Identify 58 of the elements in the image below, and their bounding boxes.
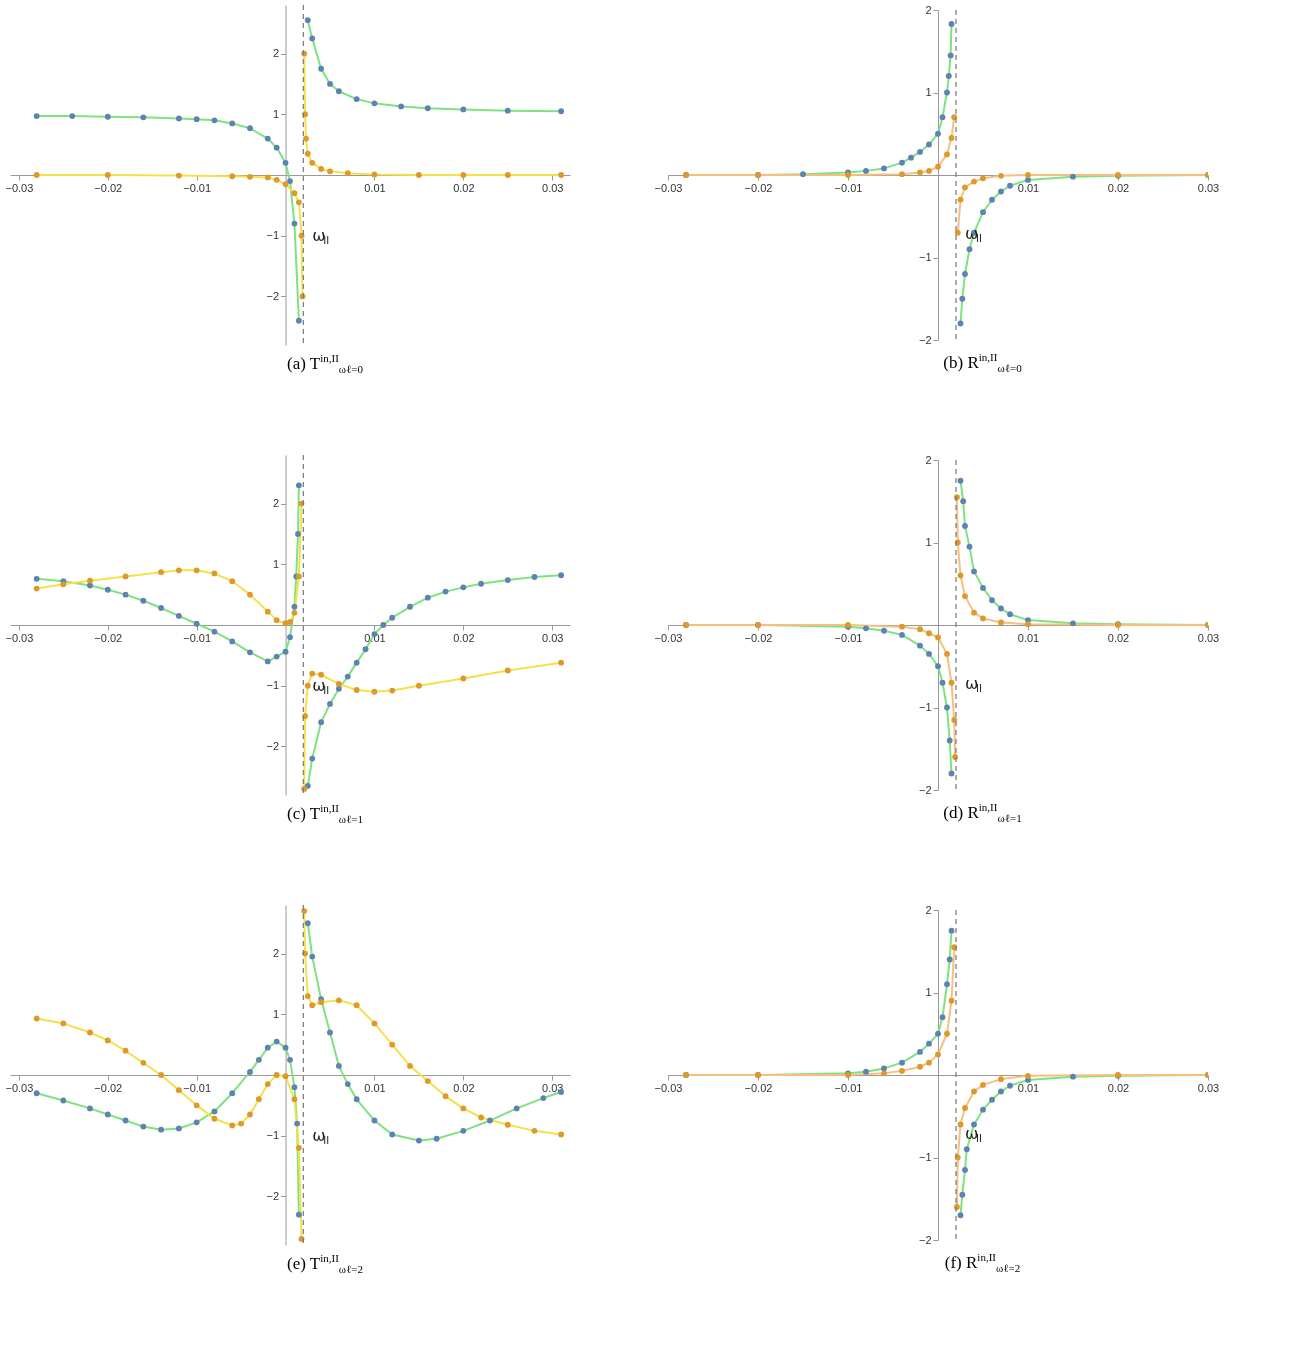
x-tick-label: −0.03 xyxy=(654,1081,683,1094)
x-tick-label: 0.03 xyxy=(1197,1081,1220,1094)
x-tick-label: 0.02 xyxy=(1107,1081,1130,1094)
x-tick-label: −0.03 xyxy=(654,631,683,644)
y-tick-label: −2 xyxy=(918,333,932,346)
y-tick-label: 1 xyxy=(925,986,932,998)
x-tick-label: 0.01 xyxy=(1017,181,1040,194)
y-tick-label: 2 xyxy=(925,453,932,466)
y-tick-label: 2 xyxy=(925,903,932,916)
x-tick-label: 0.02 xyxy=(453,631,475,644)
x-tick-label: −0.03 xyxy=(654,181,683,194)
x-tick-label: 0.02 xyxy=(1107,181,1130,194)
x-tick-label: −0.01 xyxy=(183,1081,212,1094)
x-tick-label: 0.02 xyxy=(453,1081,475,1094)
y-tick-label: −1 xyxy=(266,229,280,242)
y-tick-label: −2 xyxy=(266,1189,280,1202)
y-tick-label: 2 xyxy=(272,47,280,60)
x-tick-label: 0.03 xyxy=(1197,181,1220,194)
x-tick-label: 0.01 xyxy=(1017,1081,1040,1094)
y-tick-label: −1 xyxy=(918,251,932,263)
x-tick-label: −0.01 xyxy=(834,631,863,644)
x-tick-label: −0.02 xyxy=(744,631,773,644)
y-tick-label: −1 xyxy=(266,1129,280,1142)
y-tick-label: 2 xyxy=(925,3,932,16)
y-tick-label: 1 xyxy=(272,1007,280,1020)
y-tick-label: 1 xyxy=(272,107,280,120)
x-tick-label: 0.01 xyxy=(1017,631,1040,644)
x-tick-label: −0.01 xyxy=(183,631,212,644)
x-tick-label: −0.03 xyxy=(5,181,34,194)
x-tick-label: −0.02 xyxy=(94,631,123,644)
x-tick-label: 0.02 xyxy=(453,181,475,194)
x-tick-label: −0.03 xyxy=(5,631,34,644)
y-tick-label: 2 xyxy=(272,497,280,510)
y-tick-label: −2 xyxy=(266,289,280,302)
y-tick-label: 1 xyxy=(272,557,280,570)
x-tick-label: −0.01 xyxy=(834,181,863,194)
y-tick-label: −2 xyxy=(918,1233,932,1246)
x-tick-label: −0.02 xyxy=(744,181,773,194)
x-tick-label: −0.03 xyxy=(5,1081,34,1094)
x-tick-label: 0.01 xyxy=(364,181,386,194)
y-tick-label: −1 xyxy=(266,679,280,692)
y-tick-label: −1 xyxy=(918,701,932,713)
x-tick-label: 0.03 xyxy=(542,181,564,194)
y-tick-label: 1 xyxy=(925,536,932,548)
y-tick-label: 2 xyxy=(272,947,280,960)
y-tick-label: −2 xyxy=(266,739,280,752)
x-tick-label: 0.02 xyxy=(1107,631,1130,644)
x-tick-label: −0.02 xyxy=(94,1081,123,1094)
x-tick-label: −0.01 xyxy=(834,1081,863,1094)
x-tick-label: 0.03 xyxy=(1197,631,1220,644)
y-tick-label: −2 xyxy=(918,783,932,796)
x-tick-label: −0.01 xyxy=(183,181,212,194)
y-tick-label: −1 xyxy=(918,1151,932,1163)
x-tick-label: 0.03 xyxy=(542,631,564,644)
x-tick-label: −0.02 xyxy=(744,1081,773,1094)
x-tick-label: 0.01 xyxy=(364,1081,386,1094)
y-tick-label: 1 xyxy=(925,86,932,98)
x-tick-label: −0.02 xyxy=(94,181,123,194)
